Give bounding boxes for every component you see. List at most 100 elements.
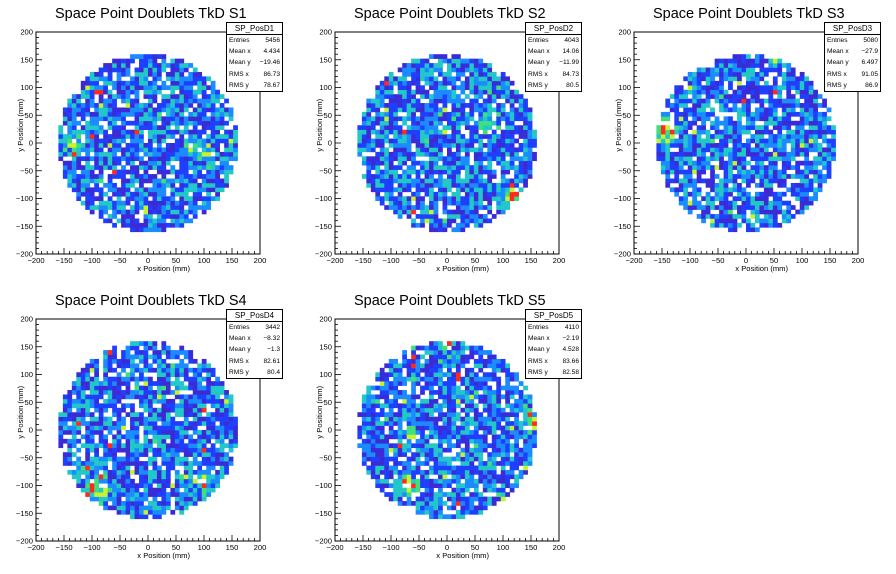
heatmap-cell [174,447,180,453]
heatmap-cell [509,182,515,188]
heatmap-cell [201,209,207,215]
heatmap-cell [174,214,180,219]
heatmap-cell [192,125,198,130]
heatmap-cell [397,98,403,104]
heatmap-cell [188,381,194,386]
heatmap-cell [165,421,171,426]
heatmap-cell [183,412,189,417]
heatmap-cell [366,160,372,166]
heatmap-cell [89,147,95,153]
heatmap-cell [170,103,176,108]
heatmap-cell [660,165,666,170]
heatmap-cell [469,58,475,64]
heatmap-cell [759,54,765,59]
heatmap-cell [148,469,153,475]
heatmap-cell [165,116,171,122]
heatmap-cell [415,67,421,73]
heatmap-cell [134,103,140,108]
heatmap-cell [370,407,376,413]
heatmap-cell [424,174,430,179]
heatmap-cell [402,98,407,104]
heatmap-cell [152,160,158,166]
heatmap-cell [107,478,113,484]
heatmap-cell [210,421,216,426]
heatmap-cell [402,80,407,86]
x-tick-label: 100 [796,256,809,265]
heatmap-cell [822,125,827,130]
heatmap-cell [518,169,524,175]
heatmap-cell [384,191,390,197]
heatmap-cell [152,222,158,228]
heatmap-cell [130,120,135,126]
y-tick-label: −100 [16,481,33,490]
heatmap-cell [67,456,73,462]
heatmap-cell [143,358,149,364]
heatmap-cell [464,58,470,64]
heatmap-cell [224,465,229,471]
heatmap-cell [143,116,149,122]
heatmap-cell [148,403,153,409]
heatmap-cell [804,80,810,86]
heatmap-cell [375,394,381,400]
heatmap-cell [728,80,733,86]
heatmap-cell [473,151,479,157]
heatmap-cell [781,174,787,179]
heatmap-cell [777,134,783,139]
heatmap-cell [482,125,488,130]
x-tick-label: 150 [226,256,239,265]
heatmap-cell [215,434,220,440]
heatmap-cell [768,85,774,91]
y-tick-label: 200 [20,315,33,324]
heatmap-cell [165,456,171,462]
heatmap-cell [174,430,180,435]
heatmap-cell [161,58,167,64]
heatmap-cell [165,200,171,206]
heatmap-cell [85,487,91,493]
heatmap-cell [192,89,198,95]
heatmap-cell [696,187,702,193]
heatmap-cell [121,209,126,215]
heatmap-cell [469,196,475,202]
heatmap-cell [219,416,225,422]
heatmap-cell [125,143,131,148]
heatmap-cell [429,191,434,197]
heatmap-cell [165,85,171,91]
heatmap-cell [482,89,488,95]
heatmap-cell [746,182,751,188]
heatmap-cell [89,156,95,162]
heatmap-cell [112,156,117,162]
heatmap-cell [85,165,91,170]
heatmap-cell [786,165,792,170]
heatmap-cell [710,218,715,224]
heatmap-cell [161,98,167,104]
heatmap-cell [148,98,153,104]
heatmap-cell [125,218,131,224]
heatmap-cell [397,129,403,135]
heatmap-cell [719,196,724,202]
stats-row: RMS y 80.5 [526,80,581,91]
heatmap-cell [94,372,100,378]
heatmap-cell [188,403,194,409]
heatmap-cell [183,430,189,435]
heatmap-cell [174,496,180,502]
heatmap-cell [705,214,711,219]
heatmap-cell [206,191,212,197]
heatmap-cell [478,58,484,64]
heatmap-cell [183,209,189,215]
heatmap-cell [781,138,787,144]
heatmap-cell [384,178,390,184]
heatmap-cell [130,134,135,139]
heatmap-cell [116,416,122,422]
y-tick-label: 150 [20,342,33,351]
heatmap-cell [116,138,122,144]
heatmap-cell [156,474,162,480]
heatmap-cell [772,107,778,113]
heatmap-cell [710,143,715,148]
heatmap-cell [433,156,439,162]
heatmap-cell [139,107,144,113]
heatmap-cell [455,63,461,68]
heatmap-cell [206,465,212,471]
heatmap-cell [759,218,765,224]
heatmap-cell [179,98,185,104]
heatmap-cell [192,425,198,431]
